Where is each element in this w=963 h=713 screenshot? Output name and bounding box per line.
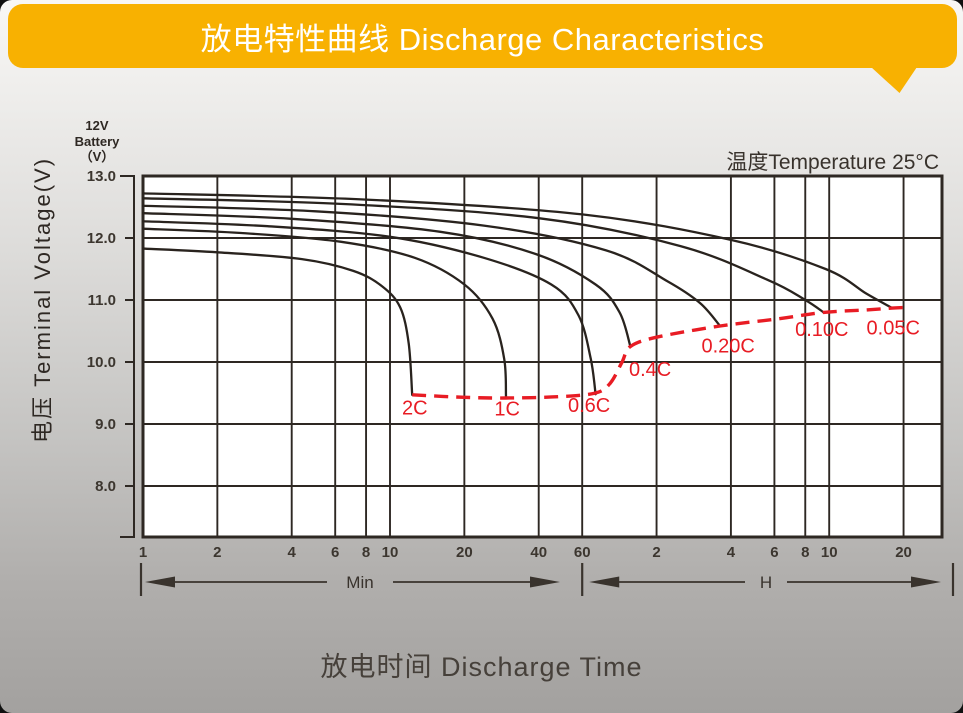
plot-border bbox=[141, 174, 944, 539]
x-tick-label: 20 bbox=[895, 544, 912, 561]
y-tick-label: 8.0 bbox=[95, 478, 116, 495]
discharge-curve-0.4C bbox=[141, 212, 632, 348]
battery-type-line1: 12V bbox=[85, 118, 109, 133]
arrowhead bbox=[911, 576, 941, 588]
x-tick-label: 8 bbox=[801, 544, 809, 561]
discharge-curve-0.6C bbox=[141, 220, 597, 396]
y-tick-label: 11.0 bbox=[88, 292, 116, 309]
rate-label-0.05C: 0.05C bbox=[867, 317, 920, 339]
y-axis-title: 电压 Terminal Voltage(V) bbox=[30, 156, 55, 444]
x-axis-title: 放电时间 Discharge Time bbox=[320, 652, 643, 682]
rate-label-0.6C: 0.6C bbox=[568, 395, 610, 417]
y-tick-label: 9.0 bbox=[95, 416, 116, 433]
rate-label-0.10C: 0.10C bbox=[795, 319, 848, 341]
y-axis-bracket bbox=[120, 175, 135, 538]
arrowhead bbox=[145, 576, 175, 588]
discharge-curve-1C bbox=[141, 227, 508, 398]
x-tick-label: 6 bbox=[331, 544, 339, 561]
x-tick-label: 20 bbox=[456, 544, 473, 561]
x-tick-label: 2 bbox=[213, 544, 221, 561]
rate-label-2C: 2C bbox=[402, 397, 428, 419]
page-title: 放电特性曲线 Discharge Characteristics bbox=[200, 21, 765, 57]
discharge-curve-0.05C bbox=[141, 192, 894, 310]
battery-type-label: 12V Battery （V） bbox=[57, 118, 137, 165]
x-tick-label: 60 bbox=[574, 544, 591, 561]
battery-type-line3: （V） bbox=[79, 149, 115, 164]
x-tick-label: 4 bbox=[727, 544, 736, 561]
x-tick-label: 8 bbox=[362, 544, 370, 561]
y-tick-label: 10.0 bbox=[87, 354, 116, 371]
rate-label-1C: 1C bbox=[494, 399, 520, 421]
x-tick-label: 10 bbox=[821, 544, 838, 561]
cutoff-voltage-line bbox=[412, 305, 908, 400]
unit-label-min: Min bbox=[346, 573, 373, 592]
y-tick-label: 12.0 bbox=[87, 230, 116, 247]
discharge-curve-2C bbox=[141, 247, 414, 397]
x-tick-label: 4 bbox=[288, 544, 297, 561]
rate-label-0.20C: 0.20C bbox=[702, 335, 755, 357]
x-tick-label: 2 bbox=[652, 544, 660, 561]
unit-label-h: H bbox=[760, 573, 772, 592]
rate-label-0.4C: 0.4C bbox=[629, 359, 671, 381]
y-tick-label: 13.0 bbox=[87, 168, 116, 185]
x-tick-label: 6 bbox=[770, 544, 778, 561]
plot-area bbox=[143, 176, 942, 537]
arrowhead bbox=[589, 576, 620, 588]
battery-type-line2: Battery bbox=[74, 133, 120, 149]
title-banner: 放电特性曲线 Discharge Characteristics bbox=[8, 4, 957, 68]
discharge-curve-0.20C bbox=[141, 204, 722, 328]
x-tick-label: 40 bbox=[530, 544, 547, 561]
x-tick-label: 1 bbox=[139, 544, 147, 561]
arrowhead bbox=[530, 576, 560, 588]
discharge-curve-0.10C bbox=[141, 197, 825, 314]
x-tick-label: 10 bbox=[382, 544, 399, 561]
temperature-note: 温度Temperature 25°C bbox=[726, 151, 939, 174]
